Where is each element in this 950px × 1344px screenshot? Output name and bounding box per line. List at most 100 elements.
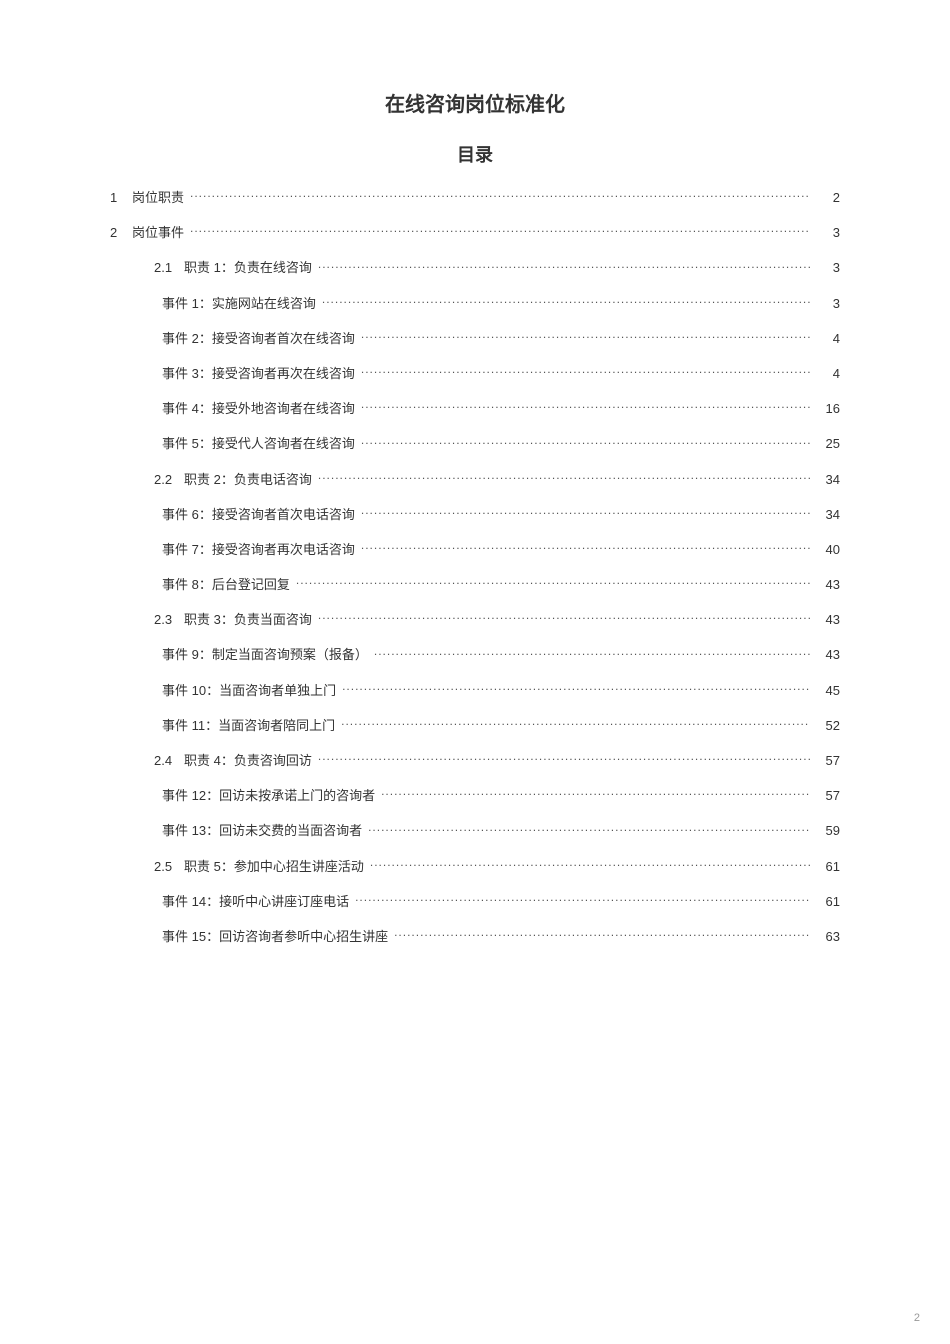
toc-entry: 事件 11：当面咨询者陪同上门 52 (110, 717, 840, 735)
toc-subnumber: 2.3 (154, 611, 184, 629)
toc-entry: 事件 6：接受咨询者首次电话咨询34 (110, 506, 840, 524)
toc-label: 职责 5： (184, 858, 234, 876)
toc-page-number: 3 (816, 295, 840, 313)
toc-label: 事件 2： (162, 330, 212, 348)
toc-entry: 事件 5：接受代人咨询者在线咨询25 (110, 435, 840, 453)
toc-page-number: 3 (816, 259, 840, 277)
toc-leader-dots (355, 893, 810, 906)
toc-leader-dots (361, 365, 810, 378)
toc-heading: 目录 (110, 141, 840, 167)
toc-description: 负责在线咨询 (234, 259, 312, 277)
toc-leader-dots (190, 189, 810, 202)
toc-page-number: 57 (816, 787, 840, 805)
toc-entry: 事件 2：接受咨询者首次在线咨询4 (110, 330, 840, 348)
toc-leader-dots (368, 822, 810, 835)
toc-leader-dots (318, 259, 810, 272)
toc-entry: 事件 15：回访咨询者参听中心招生讲座63 (110, 928, 840, 946)
toc-label: 事件 12： (162, 787, 219, 805)
toc-page-number: 34 (816, 506, 840, 524)
toc-label: 事件 7： (162, 541, 212, 559)
toc-label: 事件 14： (162, 893, 219, 911)
toc-page-number: 57 (816, 752, 840, 770)
toc-label: 事件 15： (162, 928, 219, 946)
toc-page-number: 43 (816, 611, 840, 629)
toc-leader-dots (322, 295, 810, 308)
toc-leader-dots (342, 682, 810, 695)
toc-page-number: 52 (816, 717, 840, 735)
toc-label: 事件 4： (162, 400, 212, 418)
toc-entry: 事件 9：制定当面咨询预案（报备） 43 (110, 646, 840, 664)
toc-page-number: 43 (816, 576, 840, 594)
toc-entry: 1岗位职责2 (110, 189, 840, 207)
toc-description: 接受咨询者首次在线咨询 (212, 330, 355, 348)
toc-label: 事件 3： (162, 365, 212, 383)
toc-leader-dots (318, 611, 810, 624)
document-title: 在线咨询岗位标准化 (110, 88, 840, 117)
toc-description: 负责当面咨询 (234, 611, 312, 629)
toc-label: 事件 1： (162, 295, 212, 313)
toc-entry: 事件 12：回访未按承诺上门的咨询者 57 (110, 787, 840, 805)
toc-leader-dots (361, 400, 810, 413)
table-of-contents: 1岗位职责22岗位事件32.1职责 1：负责在线咨询3事件 1：实施网站在线咨询… (110, 189, 840, 946)
toc-label: 事件 8： (162, 576, 212, 594)
toc-description: 回访未按承诺上门的咨询者 (219, 787, 375, 805)
toc-description: 接受代人咨询者在线咨询 (212, 435, 355, 453)
toc-leader-dots (361, 435, 810, 448)
toc-label: 事件 5： (162, 435, 212, 453)
toc-label: 事件 9： (162, 646, 212, 664)
toc-page-number: 3 (816, 224, 840, 242)
toc-subnumber: 2.4 (154, 752, 184, 770)
toc-entry: 事件 8：后台登记回复43 (110, 576, 840, 594)
toc-number: 2 (110, 224, 132, 242)
toc-entry: 事件 14：接听中心讲座订座电话61 (110, 893, 840, 911)
toc-page-number: 61 (816, 858, 840, 876)
toc-page-number: 59 (816, 822, 840, 840)
toc-page-number: 43 (816, 646, 840, 664)
toc-entry: 2.3职责 3：负责当面咨询 43 (110, 611, 840, 629)
toc-entry: 事件 13：回访未交费的当面咨询者59 (110, 822, 840, 840)
document-page: 在线咨询岗位标准化 目录 1岗位职责22岗位事件32.1职责 1：负责在线咨询3… (0, 0, 950, 1003)
toc-entry: 事件 4：接受外地咨询者在线咨询16 (110, 400, 840, 418)
toc-entry: 2.1职责 1：负责在线咨询3 (110, 259, 840, 277)
toc-entry: 事件 10：当面咨询者单独上门45 (110, 682, 840, 700)
toc-label: 事件 10： (162, 682, 219, 700)
toc-description: 参加中心招生讲座活动 (234, 858, 364, 876)
toc-description: 岗位事件 (132, 224, 184, 242)
toc-page-number: 4 (816, 365, 840, 383)
toc-subnumber: 2.5 (154, 858, 184, 876)
toc-label: 事件 11： (162, 717, 218, 735)
toc-entry: 2.2职责 2：负责电话咨询 34 (110, 471, 840, 489)
toc-leader-dots (341, 717, 810, 730)
toc-page-number: 40 (816, 541, 840, 559)
toc-leader-dots (394, 928, 810, 941)
toc-number: 1 (110, 189, 132, 207)
toc-description: 接听中心讲座订座电话 (219, 893, 349, 911)
toc-description: 岗位职责 (132, 189, 184, 207)
toc-leader-dots (190, 224, 810, 237)
toc-leader-dots (318, 752, 810, 765)
toc-leader-dots (361, 541, 810, 554)
page-number: 2 (914, 1312, 920, 1324)
toc-description: 负责咨询回访 (234, 752, 312, 770)
toc-description: 当面咨询者陪同上门 (218, 717, 335, 735)
toc-description: 负责电话咨询 (234, 471, 312, 489)
toc-subnumber: 2.2 (154, 471, 184, 489)
toc-entry: 事件 7：接受咨询者再次电话咨询 40 (110, 541, 840, 559)
toc-description: 制定当面咨询预案（报备） (212, 646, 368, 664)
toc-label: 职责 3： (184, 611, 234, 629)
toc-description: 回访咨询者参听中心招生讲座 (219, 928, 388, 946)
toc-description: 当面咨询者单独上门 (219, 682, 336, 700)
toc-label: 事件 6： (162, 506, 212, 524)
toc-description: 接受咨询者再次电话咨询 (212, 541, 355, 559)
toc-description: 实施网站在线咨询 (212, 295, 316, 313)
toc-label: 职责 2： (184, 471, 234, 489)
toc-leader-dots (381, 787, 810, 800)
toc-page-number: 34 (816, 471, 840, 489)
toc-entry: 2.4职责 4：负责咨询回访57 (110, 752, 840, 770)
toc-description: 接受咨询者再次在线咨询 (212, 365, 355, 383)
toc-label: 职责 1： (184, 259, 234, 277)
toc-leader-dots (361, 330, 810, 343)
toc-entry: 事件 1：实施网站在线咨询 3 (110, 295, 840, 313)
toc-leader-dots (374, 646, 810, 659)
toc-leader-dots (318, 471, 810, 484)
